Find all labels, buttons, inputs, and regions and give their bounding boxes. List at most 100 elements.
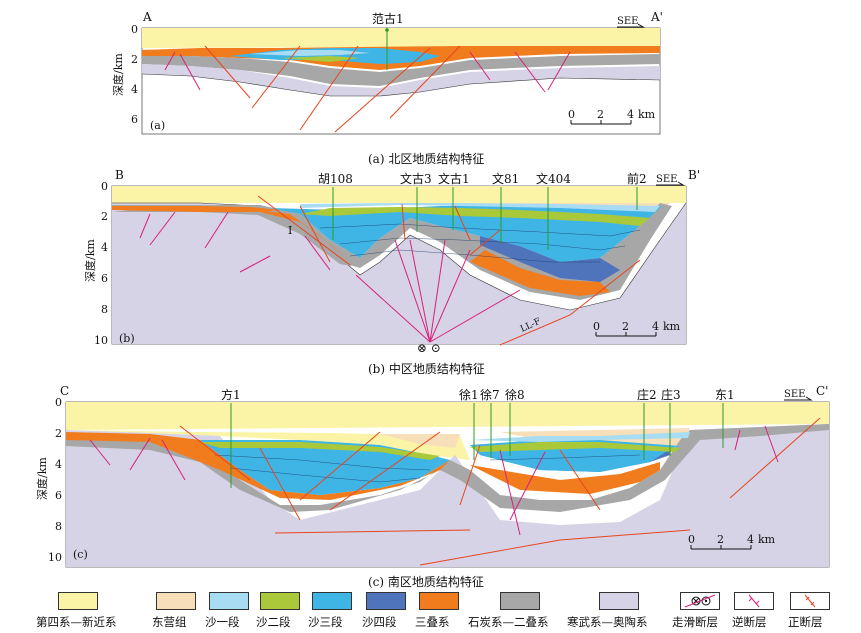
depth-tick: 8 xyxy=(101,303,108,316)
legend-label: 寒武系—奥陶系 xyxy=(567,615,648,629)
depth-tick: 6 xyxy=(55,489,62,502)
legend-label: 沙二段 xyxy=(256,615,291,629)
svg-text:2: 2 xyxy=(622,320,629,333)
legend-item-es3: 沙三段 xyxy=(308,592,352,630)
slip-direction-icon: ⊗ ⊙ xyxy=(417,341,441,355)
depth-axis-label: 深度/km xyxy=(111,53,125,96)
depth-tick: 4 xyxy=(55,458,62,471)
direction-arrow-icon xyxy=(784,396,813,401)
section-end-label: C' xyxy=(816,384,828,398)
scale-bar: 0 2 4 km xyxy=(688,533,776,550)
legend-label: 东营组 xyxy=(152,615,187,629)
depth-axis-label: 深度/km xyxy=(35,457,49,500)
direction-label: SEE xyxy=(617,16,638,27)
panel-caption: (b) 中区地质结构特征 xyxy=(368,362,485,376)
strike-slip-fault-icon xyxy=(680,592,720,610)
svg-text:0: 0 xyxy=(593,320,600,333)
legend-label: 沙四段 xyxy=(362,615,397,629)
section-panel-a: A A' SEE 范古1 0 2 4 6 深度/km (a) 0 2 4 km xyxy=(111,10,663,135)
legend-label: 逆断层 xyxy=(732,615,767,629)
well-label: 胡108 xyxy=(318,172,353,186)
scale-bar: 0 2 4 km xyxy=(593,320,681,337)
legend-item-carboniferous: 石炭系—二叠系 xyxy=(468,592,549,630)
legend-item-es4: 沙四段 xyxy=(362,592,406,630)
legend-swatch xyxy=(209,592,249,610)
layer-es2 xyxy=(300,207,650,226)
legend-item-es1: 沙一段 xyxy=(205,592,249,630)
depth-tick: 2 xyxy=(131,53,138,66)
depth-tick: 10 xyxy=(94,334,108,347)
layer-es2 xyxy=(200,442,440,460)
depth-tick: 4 xyxy=(101,241,108,254)
legend-label: 三叠系 xyxy=(415,615,450,629)
svg-text:0: 0 xyxy=(688,533,695,546)
well-label: 文404 xyxy=(536,171,571,186)
well-label: 庄2 xyxy=(637,387,657,402)
depth-tick: 10 xyxy=(48,551,62,564)
panel-letter: (b) xyxy=(119,332,135,345)
well-label: 文81 xyxy=(492,171,519,186)
legend-item-neogene: 第四系—新近系 xyxy=(36,592,117,630)
depth-tick: 8 xyxy=(55,520,62,533)
depth-tick: 2 xyxy=(101,210,108,223)
depth-tick: 2 xyxy=(55,427,62,440)
legend-label: 走滑断层 xyxy=(672,615,718,629)
section-start-label: C xyxy=(60,384,69,398)
layer-es1 xyxy=(300,203,660,212)
svg-text:4: 4 xyxy=(747,533,754,546)
svg-text:km: km xyxy=(758,533,776,546)
legend-swatch xyxy=(260,592,300,610)
section-end-label: B' xyxy=(688,168,700,182)
legend-label: 第四系—新近系 xyxy=(36,615,117,629)
legend-label: 石炭系—二叠系 xyxy=(468,615,549,629)
depth-axis-label: 深度/km xyxy=(83,239,97,282)
legend-item-cambrian: 寒武系—奥陶系 xyxy=(567,592,648,630)
layer-triassic xyxy=(66,432,450,500)
well-lines xyxy=(332,187,638,250)
layer-cambrian xyxy=(66,424,829,567)
svg-text:0: 0 xyxy=(568,108,575,121)
legend-swatch xyxy=(599,592,639,610)
svg-text:2: 2 xyxy=(597,108,604,121)
depth-tick: 0 xyxy=(131,23,138,36)
direction-label: SEE xyxy=(656,174,677,185)
layer-carboniferous xyxy=(142,54,660,86)
reverse-fault-icon xyxy=(734,592,774,610)
legend-item-es2: 沙二段 xyxy=(256,592,300,630)
layer-es4 xyxy=(480,236,620,282)
well-label: 徐7 xyxy=(480,387,500,402)
layer-carboniferous xyxy=(66,424,829,512)
normal-fault-icon xyxy=(790,592,830,610)
panel-caption: (a) 北区地质结构特征 xyxy=(368,152,485,166)
scale-bar: 0 2 4 km xyxy=(568,108,656,125)
layer-es1 xyxy=(470,432,690,442)
depth-tick: 6 xyxy=(101,272,108,285)
legend-swatch xyxy=(312,592,352,610)
panel-letter: (a) xyxy=(150,119,165,132)
section-panel-c: C C' SEE 方1 徐1 徐7 徐8 庄2 xyxy=(35,384,830,568)
legend-item-strike-slip: 走滑断层 xyxy=(672,592,720,630)
well-label: 前2 xyxy=(627,171,647,186)
well-label: 徐1 xyxy=(459,387,479,402)
depth-tick: 4 xyxy=(131,83,138,96)
section-start-label: A xyxy=(142,10,152,24)
legend-label: 沙三段 xyxy=(308,615,343,629)
legend-swatch xyxy=(366,592,406,610)
svg-text:2: 2 xyxy=(717,533,724,546)
direction-arrow-icon xyxy=(617,23,645,28)
well-lines xyxy=(230,403,724,488)
well-label: 范古1 xyxy=(372,11,404,26)
legend-item-dongying: 东营组 xyxy=(152,592,196,630)
legend-swatch xyxy=(156,592,196,610)
legend-swatch xyxy=(500,592,540,610)
depth-tick: 0 xyxy=(55,396,62,409)
well-label: 方1 xyxy=(221,387,241,402)
layer-neogene xyxy=(142,28,660,48)
legend-item-reverse: 逆断层 xyxy=(732,592,774,630)
layer-cambrian xyxy=(112,203,686,344)
layer-es1 xyxy=(250,50,370,56)
svg-text:km: km xyxy=(638,108,656,121)
legend-label: 沙一段 xyxy=(205,615,240,629)
section-panel-b: B B' SEE 胡108 文古3 文古1 文81 文404 xyxy=(83,168,700,355)
panel-caption: (c) 南区地质结构特征 xyxy=(368,575,484,589)
